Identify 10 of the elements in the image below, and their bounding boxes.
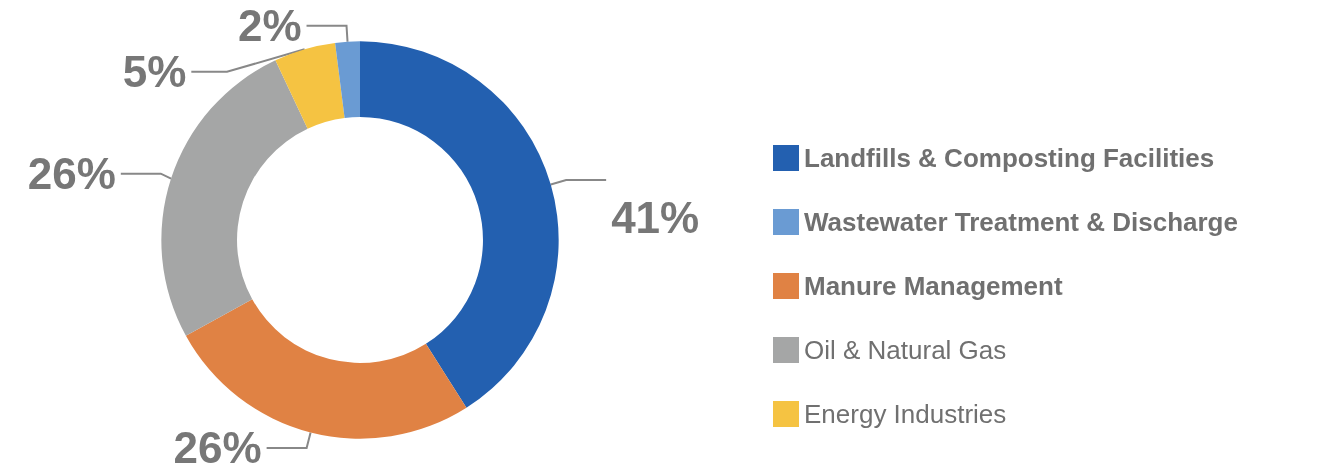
data-label: 26% — [27, 149, 116, 199]
data-label: 26% — [173, 423, 262, 473]
legend-label: Energy Industries — [804, 399, 1007, 429]
data-label: 41% — [611, 193, 700, 243]
legend-label: Landfills & Composting Facilities — [804, 143, 1215, 173]
data-label: 2% — [237, 1, 302, 51]
legend-label: Manure Management — [804, 271, 1063, 301]
legend-label: Oil & Natural Gas — [804, 335, 1007, 365]
legend-label: Wastewater Treatment & Discharge — [804, 207, 1238, 237]
data-label: 5% — [122, 47, 187, 97]
